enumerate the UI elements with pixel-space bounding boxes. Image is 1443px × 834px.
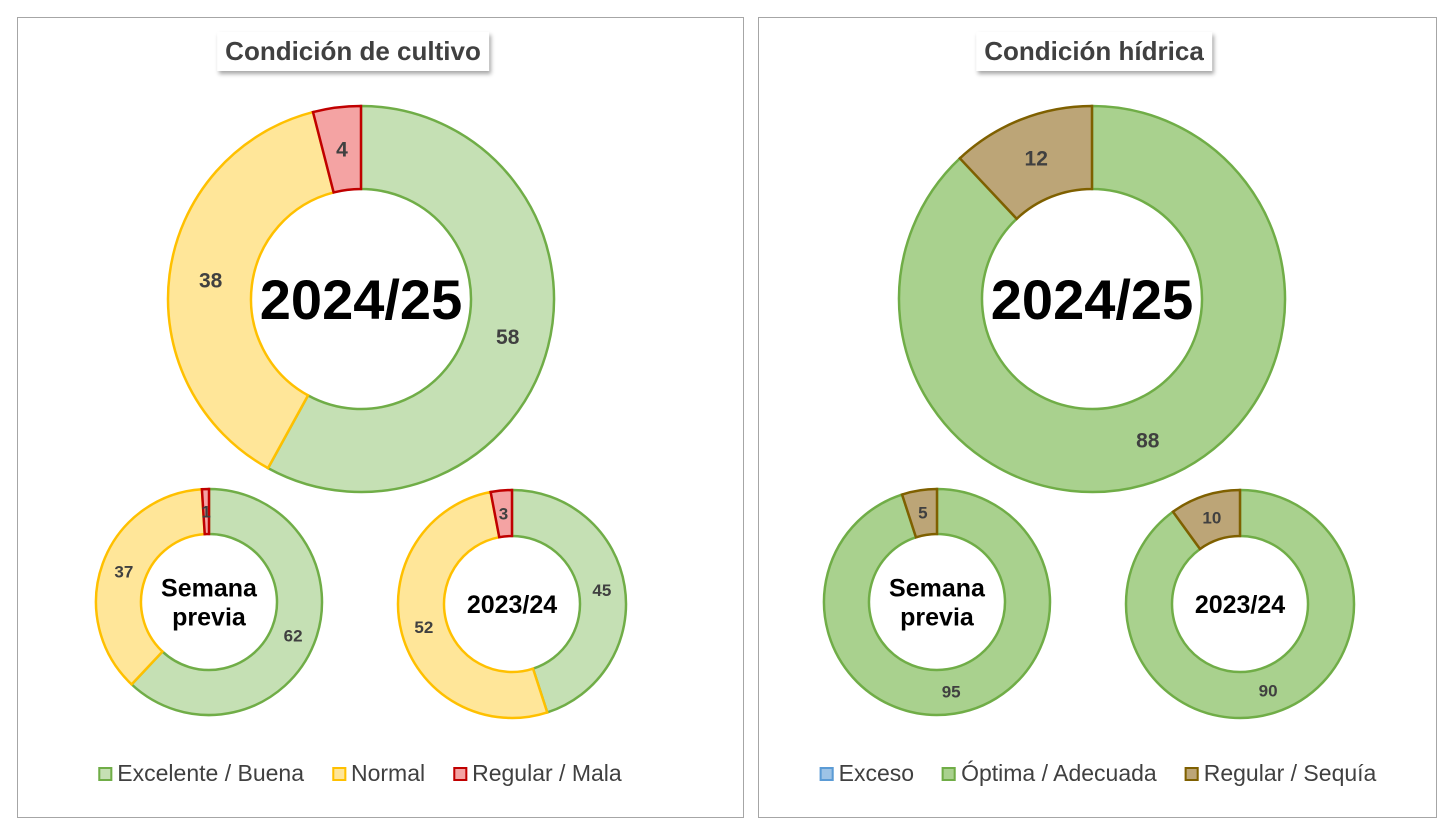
legend-crop: Excelente / Buena Normal Regular / Mala	[98, 760, 622, 787]
legend-item: Exceso	[819, 760, 915, 787]
legend-label: Excelente / Buena	[117, 760, 304, 786]
donut-center-label: previa	[900, 603, 975, 631]
legend-item: Regular / Mala	[453, 760, 622, 787]
donut-slice	[129, 487, 324, 717]
donut-slice	[1124, 488, 1356, 720]
data-label: 62	[284, 626, 303, 645]
data-label: 12	[1025, 148, 1048, 171]
donut-slice	[266, 104, 556, 494]
data-label: 45	[592, 581, 611, 600]
donut-slice	[489, 488, 514, 539]
donut-slice	[166, 110, 336, 470]
legend-label: Óptima / Adecuada	[961, 760, 1157, 786]
legend-swatch	[819, 766, 834, 781]
chart-title-water: Condición hídrica	[976, 32, 1212, 71]
donut-slice	[822, 487, 1052, 717]
donut-slice	[958, 104, 1094, 221]
legend-label: Normal	[350, 760, 426, 786]
legend-swatch	[98, 766, 113, 781]
legend-swatch	[453, 766, 468, 781]
data-label: 88	[1136, 429, 1160, 452]
donut-center-label: 2024/25	[991, 268, 1193, 331]
data-label: 95	[942, 683, 961, 702]
legend-item: Excelente / Buena	[98, 760, 304, 787]
data-label: 37	[114, 562, 133, 581]
legend-label: Exceso	[838, 760, 915, 786]
data-label: 3	[499, 505, 508, 524]
donut-center-label: 2023/24	[467, 591, 557, 619]
data-label: 10	[1202, 509, 1221, 528]
data-label: 90	[1259, 682, 1278, 701]
legend-label: Regular / Sequía	[1203, 760, 1377, 786]
legend-label: Regular / Mala	[472, 760, 622, 786]
data-label: 5	[918, 504, 927, 523]
donut-slice	[897, 104, 1287, 494]
donut-center-label: previa	[172, 603, 247, 631]
chart-title-crop: Condición de cultivo	[217, 32, 489, 71]
legend-water: Exceso Óptima / Adecuada Regular / Sequía	[819, 760, 1377, 787]
donut-slice	[200, 487, 211, 536]
legend-swatch	[1184, 766, 1199, 781]
donut-center-label: Semana	[161, 575, 258, 603]
donut-slice	[1171, 488, 1242, 551]
donut-slice	[311, 104, 363, 194]
donut-center-label: 2023/24	[1195, 591, 1285, 619]
legend-item: Óptima / Adecuada	[942, 760, 1157, 787]
data-label: 58	[496, 326, 520, 349]
legend-swatch	[331, 766, 346, 781]
data-label: 1	[201, 503, 210, 522]
legend-item: Normal	[331, 760, 426, 787]
donut-slice	[900, 487, 939, 539]
donut-slice	[396, 490, 549, 720]
donut-slice	[510, 488, 628, 714]
data-label: 38	[199, 270, 223, 293]
donut-center-label: Semana	[889, 575, 986, 603]
data-label: 52	[414, 618, 433, 637]
donut-center-label: 2024/25	[260, 268, 462, 331]
donut-slice	[94, 487, 207, 687]
legend-item: Regular / Sequía	[1184, 760, 1377, 787]
data-label: 4	[336, 138, 348, 161]
legend-swatch	[942, 766, 957, 781]
